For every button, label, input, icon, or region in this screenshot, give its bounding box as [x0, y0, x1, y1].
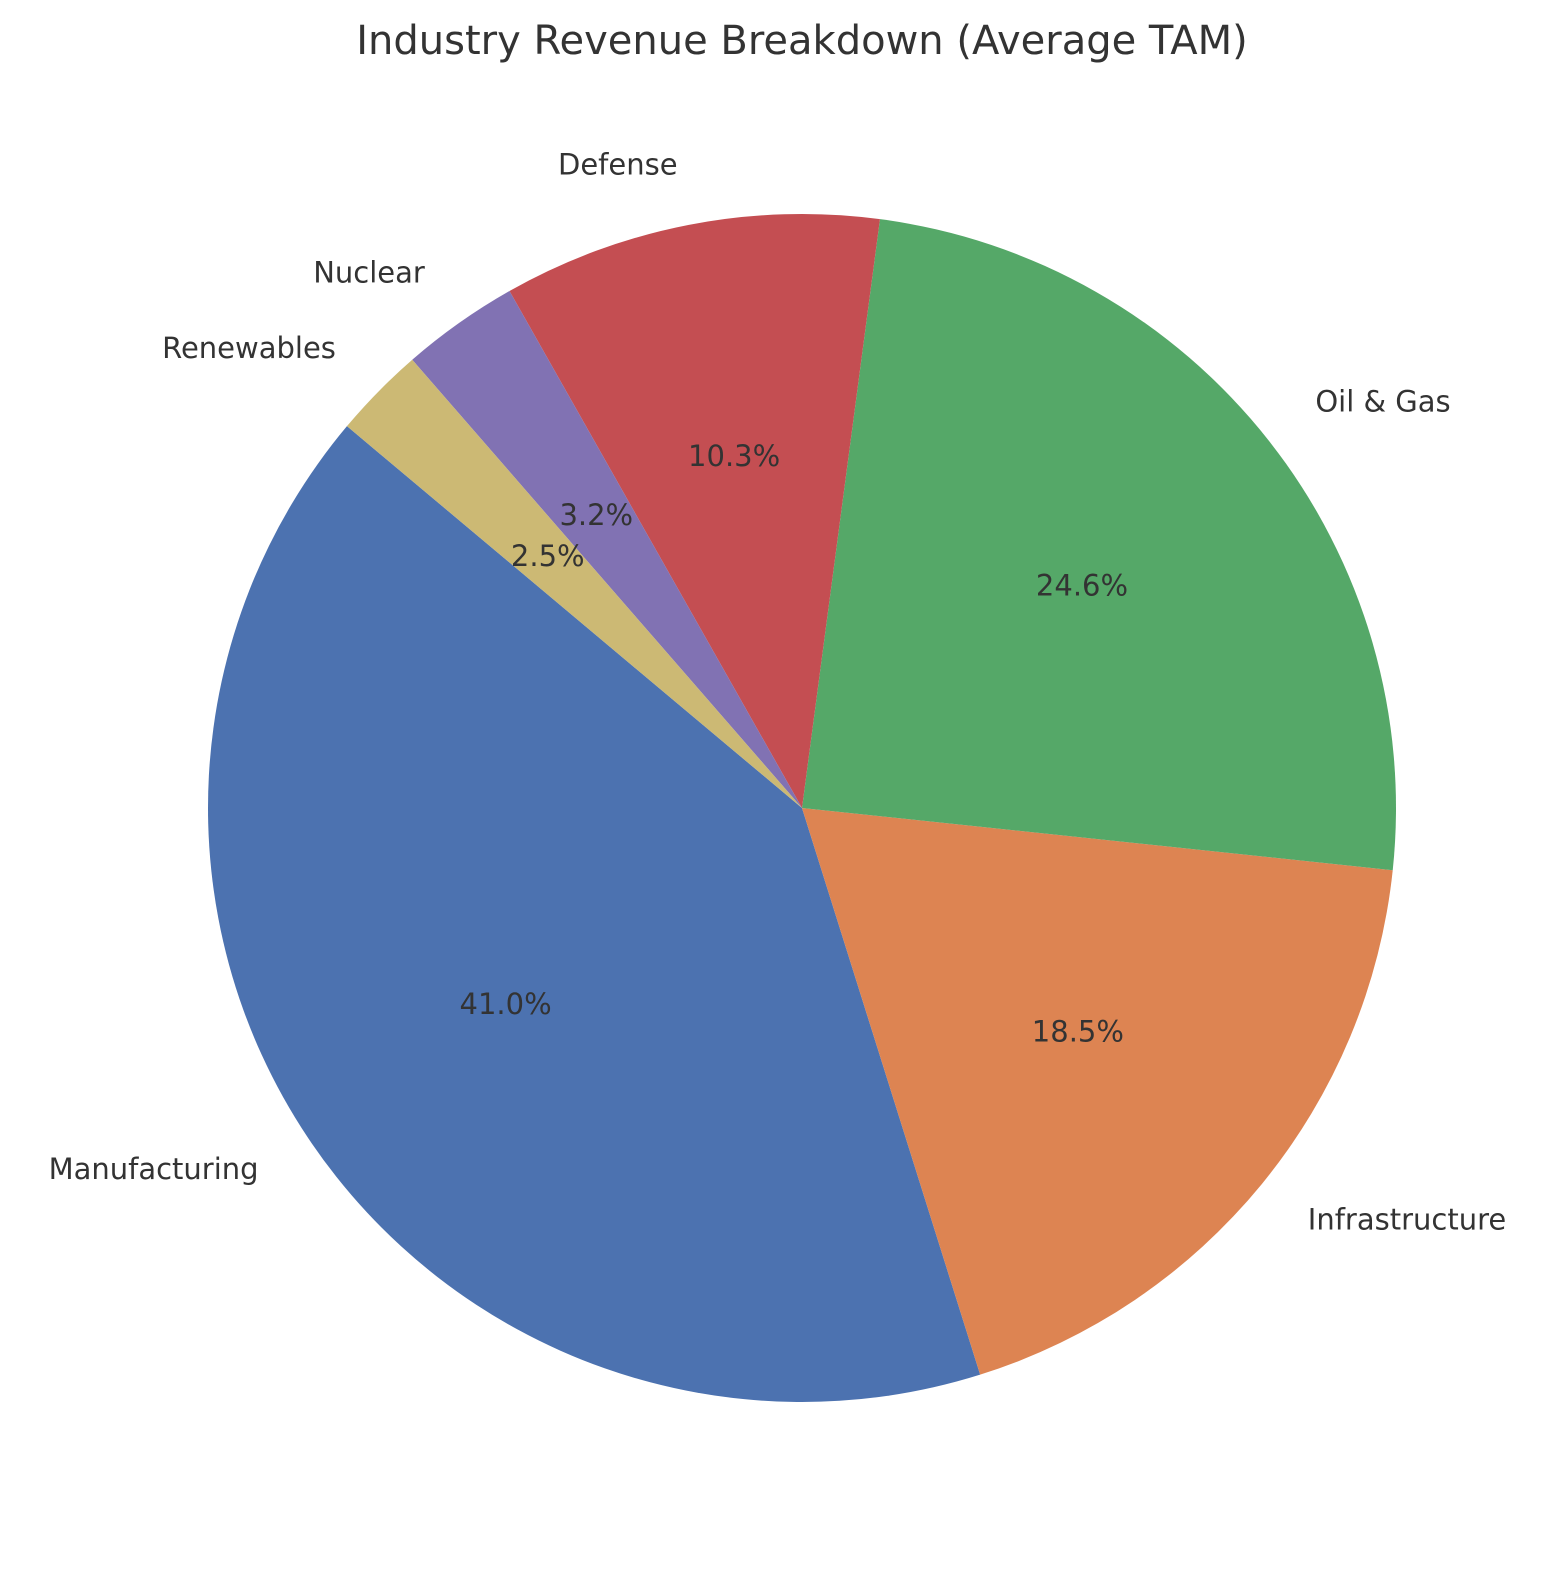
slice-label-nuclear: Nuclear	[313, 255, 425, 289]
slice-label-defense: Defense	[558, 148, 678, 182]
pct-label-nuclear: 3.2%	[559, 498, 633, 532]
slice-label-infrastructure: Infrastructure	[1308, 1203, 1506, 1237]
slice-label-oil-and-gas: Oil & Gas	[1315, 385, 1450, 419]
slice-defense	[509, 213, 880, 808]
pct-label-defense: 10.3%	[688, 439, 780, 473]
pct-label-manufacturing: 41.0%	[460, 987, 552, 1021]
pie-slices	[208, 213, 1396, 1402]
slice-manufacturing	[208, 426, 981, 1402]
slice-infrastructure	[802, 808, 1393, 1375]
slice-label-renewables: Renewables	[162, 331, 336, 365]
slice-label-manufacturing: Manufacturing	[49, 1152, 259, 1186]
pie-labels: Manufacturing 41.0% Infrastructure 18.5% Oil…	[49, 148, 1507, 1237]
pct-label-infrastructure: 18.5%	[1032, 1015, 1124, 1049]
pct-label-renewables: 2.5%	[511, 539, 585, 573]
slice-nuclear	[412, 291, 802, 809]
chart-title: Industry Revenue Breakdown (Average TAM)	[356, 18, 1247, 64]
slice-renewables	[346, 359, 802, 808]
slice-oil-and-gas	[802, 219, 1396, 871]
pct-label-oil-and-gas: 24.6%	[1036, 568, 1128, 602]
